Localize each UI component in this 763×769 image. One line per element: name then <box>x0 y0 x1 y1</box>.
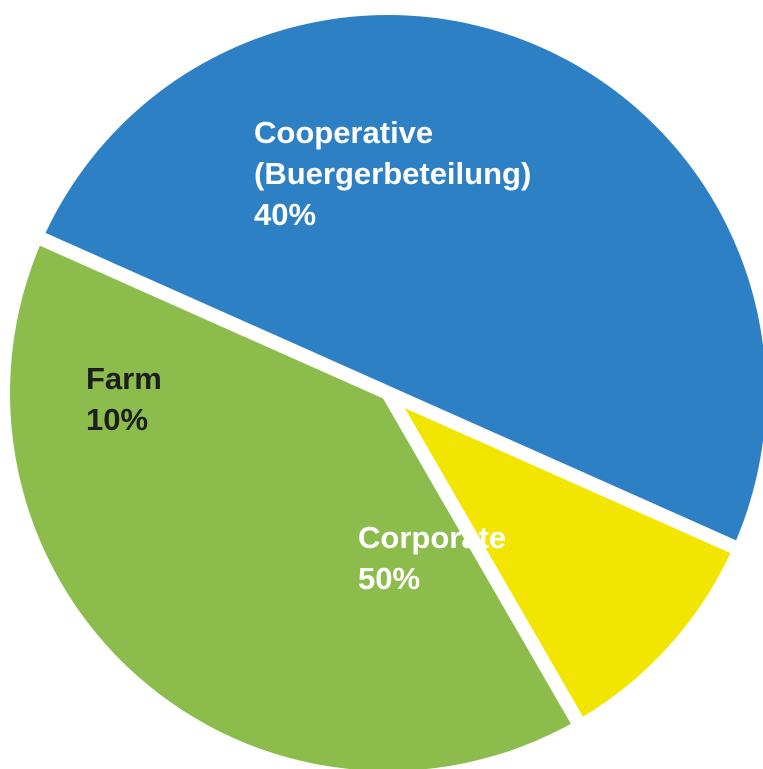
slice-label-corporate: Corporate 50% <box>358 520 506 596</box>
pie-slice-cooperative <box>10 239 577 769</box>
slice-percent: 50% <box>358 561 420 596</box>
slice-name: Farm <box>86 361 162 396</box>
slice-name: Cooperative <box>254 115 433 150</box>
slice-separator <box>39 232 391 400</box>
slice-label-cooperative: Cooperative (Buergerbeteilung) 40% <box>254 115 531 232</box>
slice-name: (Buergerbeteilung) <box>254 156 531 191</box>
slice-name: Corporate <box>358 520 506 555</box>
slice-separator <box>381 389 584 724</box>
slice-separator <box>385 386 737 554</box>
slice-label-farm: Farm 10% <box>86 361 162 437</box>
slice-percent: 10% <box>86 402 148 437</box>
pie-slice-corporate <box>42 15 763 547</box>
pie-slice-farm <box>388 393 734 721</box>
slice-percent: 40% <box>254 197 316 232</box>
